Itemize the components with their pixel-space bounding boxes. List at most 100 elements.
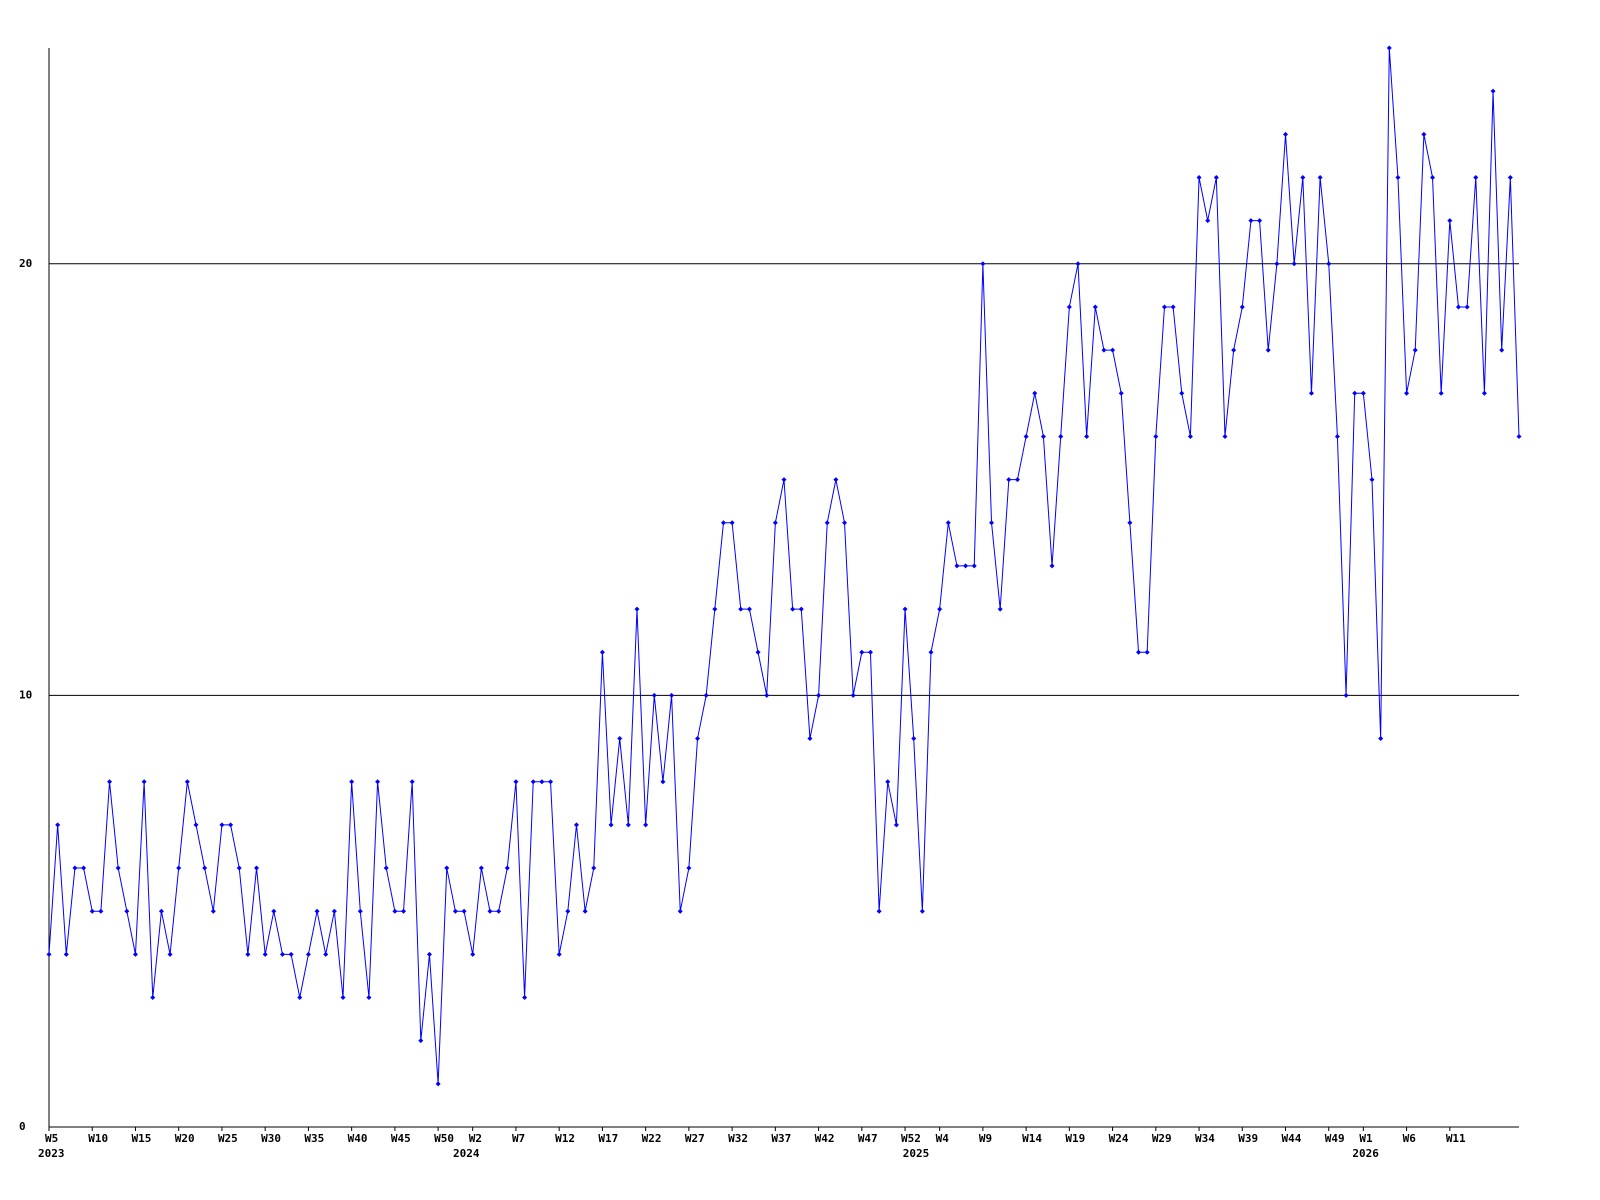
data-point	[487, 908, 493, 914]
data-point	[461, 908, 467, 914]
data-point	[132, 951, 138, 957]
data-point	[539, 779, 545, 785]
data-point	[1196, 174, 1202, 180]
data-point	[963, 563, 969, 569]
data-point	[1317, 174, 1323, 180]
data-point	[1144, 649, 1150, 655]
data-point	[504, 865, 510, 871]
data-point	[1058, 433, 1064, 439]
data-point	[1455, 304, 1461, 310]
data-point	[1049, 563, 1055, 569]
data-point	[997, 606, 1003, 612]
data-point	[1092, 304, 1098, 310]
data-point	[1127, 520, 1133, 526]
data-point	[478, 865, 484, 871]
x-tick-label: W47	[858, 1132, 878, 1145]
data-point	[401, 908, 407, 914]
data-point	[842, 520, 848, 526]
x-tick-label: W15	[131, 1132, 151, 1145]
data-point	[513, 779, 519, 785]
data-point	[919, 908, 925, 914]
data-point	[409, 779, 415, 785]
data-point	[1084, 433, 1090, 439]
y-tick-label: 20	[19, 257, 32, 270]
data-point	[980, 261, 986, 267]
data-point	[928, 649, 934, 655]
data-point	[202, 865, 208, 871]
data-point	[1136, 649, 1142, 655]
data-point	[764, 692, 770, 698]
data-point	[331, 908, 337, 914]
data-point	[158, 908, 164, 914]
data-point	[89, 908, 95, 914]
data-point	[1343, 692, 1349, 698]
data-point	[1308, 390, 1314, 396]
data-point	[677, 908, 683, 914]
x-tick-label: W24	[1109, 1132, 1129, 1145]
data-point	[738, 606, 744, 612]
data-point	[496, 908, 502, 914]
data-point	[1265, 347, 1271, 353]
data-point	[902, 606, 908, 612]
x-tick-label: W6	[1403, 1132, 1417, 1145]
data-point	[444, 865, 450, 871]
data-point	[63, 951, 69, 957]
data-point	[876, 908, 882, 914]
data-point	[1213, 174, 1219, 180]
x-tick-label: W42	[815, 1132, 835, 1145]
data-point	[1334, 433, 1340, 439]
data-point	[176, 865, 182, 871]
data-point	[1274, 261, 1280, 267]
data-point	[1110, 347, 1116, 353]
data-point	[573, 822, 579, 828]
data-point	[556, 951, 562, 957]
x-tick-label: W27	[685, 1132, 705, 1145]
data-point	[366, 995, 372, 1001]
x-tick-label: W50	[434, 1132, 454, 1145]
data-point	[1481, 390, 1487, 396]
x-tick-label: W49	[1325, 1132, 1345, 1145]
data-point	[435, 1081, 441, 1087]
data-point	[634, 606, 640, 612]
data-point	[1040, 433, 1046, 439]
data-point	[1257, 218, 1263, 224]
data-point	[807, 736, 813, 742]
x-tick-label: W17	[598, 1132, 618, 1145]
x-tick-label: W19	[1065, 1132, 1085, 1145]
data-point	[1421, 131, 1427, 137]
data-point	[712, 606, 718, 612]
data-point	[1239, 304, 1245, 310]
data-point	[954, 563, 960, 569]
data-point	[643, 822, 649, 828]
x-year-label: 2025	[903, 1147, 930, 1160]
data-point	[1395, 174, 1401, 180]
data-point	[798, 606, 804, 612]
x-year-label: 2026	[1352, 1147, 1379, 1160]
x-tick-label: W35	[304, 1132, 324, 1145]
data-point	[236, 865, 242, 871]
data-point	[1187, 433, 1193, 439]
data-point	[867, 649, 873, 655]
data-point	[695, 736, 701, 742]
data-point	[833, 477, 839, 483]
data-line	[48, 47, 1520, 1084]
data-point	[1412, 347, 1418, 353]
data-point	[452, 908, 458, 914]
data-point	[262, 951, 268, 957]
data-point	[1291, 261, 1297, 267]
x-tick-label: W7	[512, 1132, 525, 1145]
data-point	[167, 951, 173, 957]
x-tick-label: W11	[1446, 1132, 1466, 1145]
data-point	[660, 779, 666, 785]
data-point	[1378, 736, 1384, 742]
data-point	[349, 779, 355, 785]
data-point	[651, 692, 657, 698]
data-point	[945, 520, 951, 526]
x-tick-label: W2	[469, 1132, 482, 1145]
data-point	[72, 865, 78, 871]
data-point	[548, 779, 554, 785]
data-point	[1118, 390, 1124, 396]
data-point	[1101, 347, 1107, 353]
data-point	[1014, 477, 1020, 483]
data-point	[686, 865, 692, 871]
